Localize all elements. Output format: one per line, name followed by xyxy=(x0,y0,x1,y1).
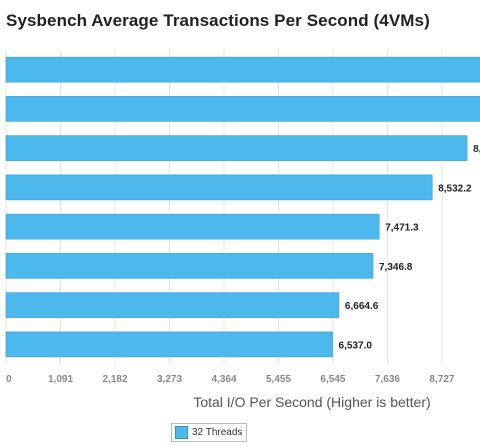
legend[interactable]: 32 Threads xyxy=(171,423,248,442)
x-axis-title: Total I/O Per Second (Higher is better) xyxy=(193,394,430,410)
x-tick-label: 0 xyxy=(6,374,12,385)
bar-data-label: 7,471.3 xyxy=(385,223,419,234)
x-tick-label: 6,545 xyxy=(320,374,345,385)
bar[interactable] xyxy=(5,331,333,358)
bar-data-label: 8,9 xyxy=(473,144,480,155)
bar-data-label: 8,532.2 xyxy=(438,183,472,194)
bars xyxy=(5,56,480,358)
chart-title: Sysbench Average Transactions Per Second… xyxy=(6,11,430,30)
legend-label: 32 Threads xyxy=(192,427,243,438)
bar[interactable] xyxy=(5,174,433,201)
bar[interactable] xyxy=(5,253,374,279)
x-tick-label: 3,273 xyxy=(157,374,182,385)
x-tick-label: 5,455 xyxy=(266,374,291,385)
data-labels: 8,9 8,532.2 7,471.3 7,346.8 6,664.6 6,537.0 xyxy=(339,144,480,351)
x-tick-label: 4,364 xyxy=(211,374,236,385)
bar[interactable] xyxy=(5,292,340,318)
bar-data-label: 6,664.6 xyxy=(345,301,379,312)
bar-data-label: 7,346.8 xyxy=(379,262,413,273)
x-tick-label: 8,727 xyxy=(429,374,454,385)
x-axis-ticks: 0 1,091 2,182 3,273 4,364 5,455 6,545 7,636 8,72… xyxy=(6,374,455,385)
bar[interactable] xyxy=(5,56,480,83)
x-tick-label: 2,182 xyxy=(102,374,127,385)
bar-data-label: 6,537.0 xyxy=(339,340,373,351)
bar[interactable] xyxy=(5,96,480,122)
x-tick-label: 1,091 xyxy=(48,374,73,385)
bar[interactable] xyxy=(5,213,380,240)
legend-swatch-32-threads xyxy=(175,426,188,439)
bar[interactable] xyxy=(5,135,468,161)
x-tick-label: 7,636 xyxy=(375,374,400,385)
